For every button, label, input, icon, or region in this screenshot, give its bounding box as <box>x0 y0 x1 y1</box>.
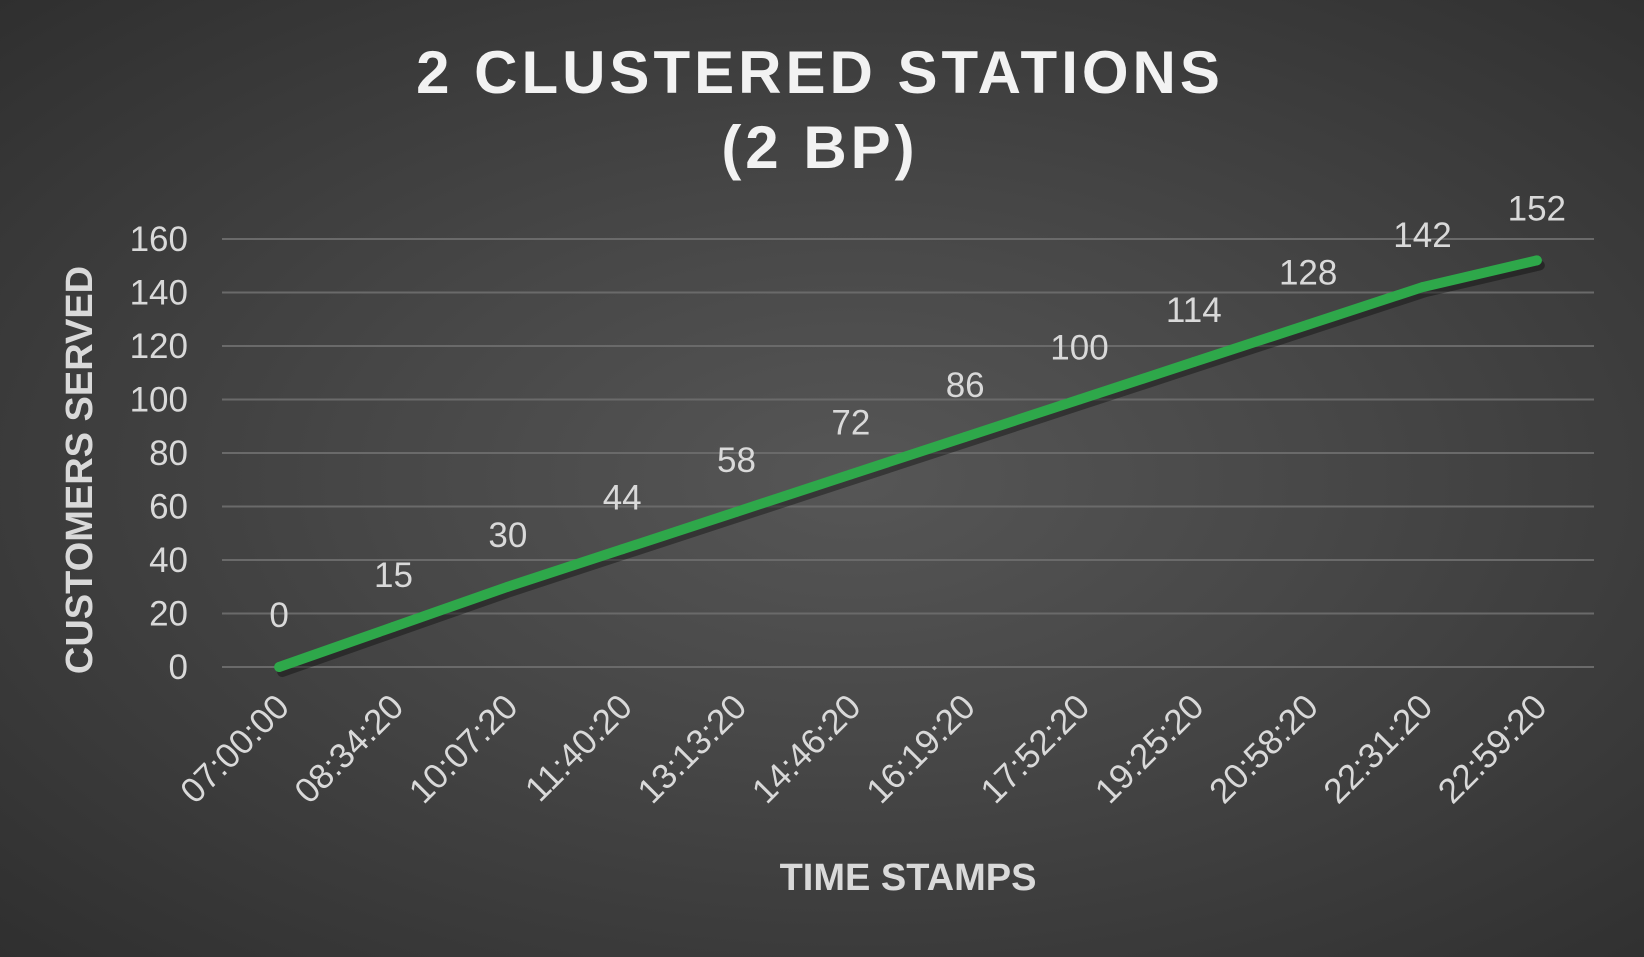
y-tick-label: 140 <box>130 274 188 313</box>
x-tick-label: 20:58:20 <box>1202 687 1326 811</box>
series-line-shadow <box>277 260 1545 677</box>
data-point <box>1417 282 1428 293</box>
data-label: 142 <box>1393 216 1451 255</box>
y-tick-label: 0 <box>169 648 188 687</box>
y-tick-label: 60 <box>149 488 188 527</box>
data-label: 30 <box>488 516 527 555</box>
data-label: 114 <box>1166 291 1222 330</box>
chart-title: 2 CLUSTERED STATIONS (2 BP) <box>416 39 1224 181</box>
data-point <box>960 431 971 442</box>
data-label: 58 <box>717 441 756 480</box>
data-point <box>1188 357 1199 368</box>
x-tick-label: 14:46:20 <box>745 687 869 811</box>
x-tick-label: 17:52:20 <box>973 687 1097 811</box>
data-point <box>388 621 399 632</box>
data-label: 86 <box>946 366 985 405</box>
data-point <box>731 506 742 517</box>
y-tick-label: 100 <box>130 381 188 420</box>
x-tick-label: 22:31:20 <box>1316 687 1440 811</box>
chart-title-line-2: (2 BP) <box>721 114 918 181</box>
y-axis-title: CUSTOMERS SERVED <box>59 266 101 674</box>
data-label: 100 <box>1050 329 1108 368</box>
data-labels: 0 15 30 44 58 72 86 100 114 128 142 152 <box>269 189 1566 635</box>
x-tick-label: 07:00:00 <box>173 687 297 811</box>
data-point <box>617 544 628 555</box>
data-label: 0 <box>269 596 288 635</box>
data-point <box>274 662 285 672</box>
x-tick-label: 19:25:20 <box>1088 687 1212 811</box>
y-tick-label: 80 <box>149 434 188 473</box>
y-axis-ticks: 0 20 40 60 80 100 120 140 160 <box>130 220 188 687</box>
chart-title-line-1: 2 CLUSTERED STATIONS <box>416 39 1224 106</box>
data-point <box>845 469 856 480</box>
y-tick-label: 20 <box>149 595 188 634</box>
data-label: 44 <box>603 478 642 517</box>
series-line <box>274 255 1542 672</box>
y-tick-label: 120 <box>130 327 188 366</box>
data-label: 152 <box>1508 189 1566 228</box>
x-tick-label: 08:34:20 <box>287 687 411 811</box>
data-label: 15 <box>374 556 413 595</box>
data-point <box>1074 394 1085 405</box>
x-axis-ticks: 07:00:0008:34:2010:07:2011:40:2013:13:20… <box>173 687 1555 811</box>
y-tick-label: 40 <box>149 541 188 580</box>
data-label: 72 <box>831 403 870 442</box>
x-axis-title: TIME STAMPS <box>780 857 1037 899</box>
data-point <box>1303 319 1314 330</box>
y-tick-label: 160 <box>130 220 188 259</box>
x-tick-label: 11:40:20 <box>518 687 640 809</box>
x-tick-label: 13:13:20 <box>630 687 754 811</box>
x-tick-label: 16:19:20 <box>859 687 983 811</box>
x-tick-label: 10:07:20 <box>402 687 526 811</box>
data-point <box>502 581 513 592</box>
series-line-group <box>274 255 1545 677</box>
data-label: 128 <box>1279 254 1337 293</box>
data-point <box>1531 255 1542 266</box>
x-tick-label: 22:59:20 <box>1431 687 1555 811</box>
